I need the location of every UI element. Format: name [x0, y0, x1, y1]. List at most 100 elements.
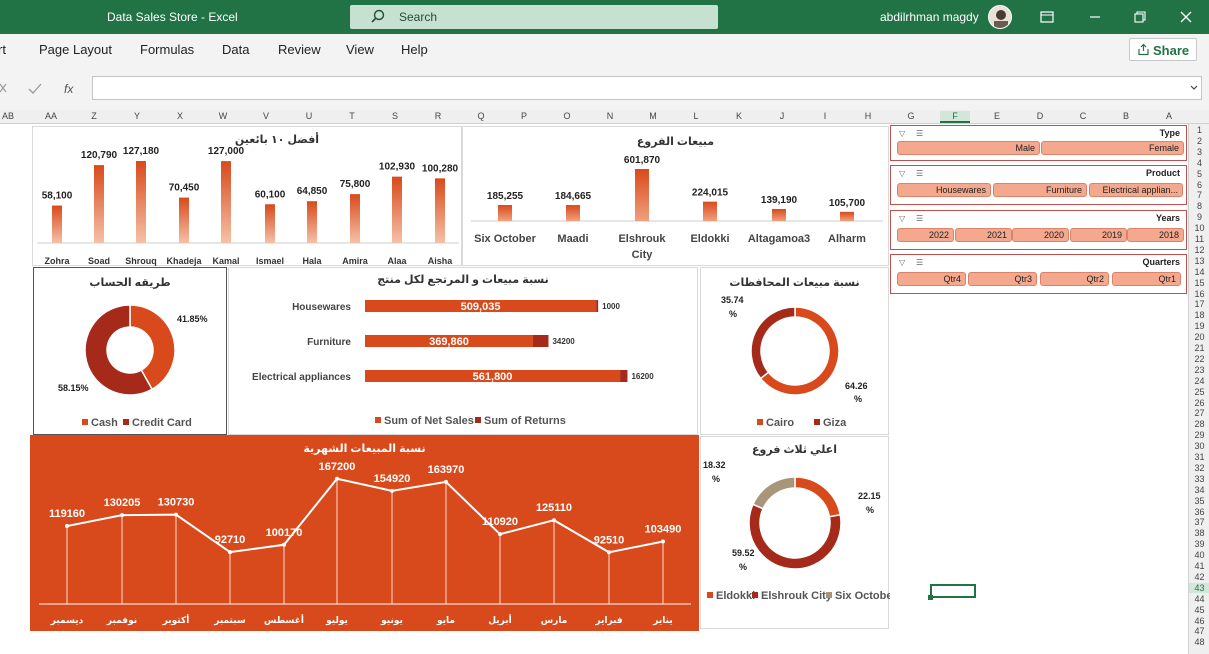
row-header-13[interactable]: 13 [1194, 255, 1205, 266]
row-header-12[interactable]: 12 [1194, 244, 1205, 255]
row-header-41[interactable]: 41 [1194, 561, 1205, 571]
clear-filter-icon[interactable]: ▽ [899, 258, 906, 267]
fill-handle[interactable] [928, 595, 933, 600]
row-header-14[interactable]: 14 [1194, 266, 1205, 277]
restore-icon[interactable] [1129, 6, 1151, 28]
row-header-19[interactable]: 19 [1194, 321, 1205, 332]
row-header-3[interactable]: 3 [1196, 146, 1202, 157]
multi-select-icon[interactable]: ☰ [916, 258, 924, 267]
tab-help[interactable]: Help [401, 42, 428, 57]
column-header-L[interactable]: L [693, 111, 699, 121]
ribbon-display-icon[interactable] [1036, 6, 1058, 28]
row-header-40[interactable]: 40 [1194, 550, 1205, 561]
column-header-R[interactable]: R [434, 111, 442, 121]
column-header-C[interactable]: C [1079, 111, 1087, 121]
row-header-24[interactable]: 24 [1194, 375, 1205, 386]
row-header-45[interactable]: 45 [1194, 604, 1205, 615]
multi-select-icon[interactable]: ☰ [916, 169, 924, 178]
tab-data[interactable]: Data [222, 42, 250, 57]
row-header-17[interactable]: 17 [1194, 299, 1205, 310]
tab-view[interactable]: View [346, 42, 374, 57]
slicer-item[interactable]: Electrical applian... [1089, 183, 1183, 197]
row-header-43[interactable]: 43 [1189, 582, 1209, 593]
search-box[interactable]: Search [350, 5, 718, 29]
column-header-X[interactable]: X [176, 111, 183, 121]
column-header-G[interactable]: G [907, 111, 915, 121]
governorate-sales-chart[interactable]: نسبة مبيعات المحافظات 64.26% 35.74% Cairo G… [700, 267, 889, 435]
slicer-item[interactable]: Qtr1 [1112, 272, 1181, 286]
row-header-8[interactable]: 8 [1196, 201, 1202, 212]
column-header-U[interactable]: U [305, 111, 313, 121]
multi-select-icon[interactable]: ☰ [916, 214, 924, 223]
row-header-30[interactable]: 30 [1194, 441, 1205, 452]
column-header-W[interactable]: W [218, 111, 228, 121]
row-header-20[interactable]: 20 [1194, 332, 1205, 343]
clear-filter-icon[interactable]: ▽ [899, 129, 906, 138]
row-header-2[interactable]: 2 [1196, 135, 1202, 146]
row-header-16[interactable]: 16 [1194, 288, 1205, 299]
row-header-10[interactable]: 10 [1194, 223, 1205, 234]
column-header-K[interactable]: K [735, 111, 742, 121]
column-header-N[interactable]: N [606, 111, 614, 121]
row-header-38[interactable]: 38 [1194, 528, 1205, 539]
column-header-Z[interactable]: Z [91, 111, 97, 121]
formula-input[interactable] [92, 76, 1202, 100]
slicer-item[interactable]: Housewares [897, 183, 991, 197]
row-header-11[interactable]: 11 [1194, 234, 1205, 244]
user-name[interactable]: abdilrhman magdy [880, 10, 979, 24]
column-header-O[interactable]: O [563, 111, 571, 121]
monthly-sales-chart[interactable]: نسبة المبيعات الشهرية 119160 ديسمبر 130205… [30, 435, 699, 631]
column-header-A[interactable]: A [1165, 111, 1172, 121]
row-header-4[interactable]: 4 [1196, 157, 1202, 168]
row-header-35[interactable]: 35 [1194, 495, 1205, 506]
row-header-33[interactable]: 33 [1194, 473, 1205, 484]
tab-insert[interactable]: rt [0, 42, 6, 57]
slicer-item[interactable]: Qtr3 [968, 272, 1037, 286]
multi-select-icon[interactable]: ☰ [916, 129, 924, 138]
row-header-6[interactable]: 6 [1196, 179, 1202, 190]
avatar[interactable] [988, 5, 1012, 29]
row-header-22[interactable]: 22 [1194, 353, 1205, 364]
tab-page-layout[interactable]: Page Layout [39, 42, 113, 57]
selected-cell[interactable] [930, 584, 976, 598]
column-header-T[interactable]: T [349, 111, 355, 121]
column-header-AA[interactable]: AA [44, 111, 57, 121]
column-header-Y[interactable]: Y [133, 111, 140, 121]
slicer-item[interactable]: 2018 [1127, 228, 1184, 242]
slicer-item[interactable]: 2019 [1070, 228, 1127, 242]
column-header-B[interactable]: B [1122, 111, 1129, 121]
row-header-29[interactable]: 29 [1194, 430, 1205, 441]
row-header-15[interactable]: 15 [1194, 277, 1205, 288]
slicer-item[interactable]: 2021 [955, 228, 1012, 242]
row-header-25[interactable]: 25 [1194, 386, 1205, 397]
row-header-28[interactable]: 28 [1194, 419, 1205, 430]
slicer-item[interactable]: Qtr2 [1040, 272, 1109, 286]
column-header-AB[interactable]: AB [1, 111, 14, 121]
share-button[interactable]: Share [1129, 38, 1197, 61]
column-header-P[interactable]: P [520, 111, 527, 121]
row-header-32[interactable]: 32 [1194, 462, 1205, 473]
column-header-S[interactable]: S [391, 111, 398, 121]
column-header-D[interactable]: D [1036, 111, 1044, 121]
top-sellers-chart[interactable]: أفضل ١٠ بائعين 58,100 Zohra 120,790 Soad 127… [32, 126, 462, 266]
row-header-48[interactable]: 48 [1194, 637, 1205, 648]
row-header-26[interactable]: 26 [1194, 397, 1205, 408]
branch-sales-chart[interactable]: مبيعات الفروع 185,255 Six October 184,665 M… [462, 126, 889, 266]
row-header-1[interactable]: 1 [1196, 125, 1202, 135]
tab-formulas[interactable]: Formulas [140, 42, 195, 57]
column-header-E[interactable]: E [993, 111, 1000, 121]
expand-formula-icon[interactable] [1189, 83, 1199, 93]
slicer-item[interactable]: Male [897, 141, 1040, 155]
slicer-item[interactable]: Female [1041, 141, 1184, 155]
close-icon[interactable] [1175, 6, 1197, 28]
row-header-7[interactable]: 7 [1196, 190, 1202, 201]
column-header-F[interactable]: F [940, 111, 970, 123]
payment-method-chart[interactable]: طريقه الحساب 41.85% 58.15% Cash Credit Card [33, 267, 227, 435]
clear-filter-icon[interactable]: ▽ [899, 214, 906, 223]
row-header-27[interactable]: 27 [1194, 408, 1205, 419]
row-header-34[interactable]: 34 [1194, 484, 1205, 495]
column-header-M[interactable]: M [649, 111, 657, 121]
minimize-icon[interactable] [1084, 6, 1106, 28]
column-header-V[interactable]: V [262, 111, 269, 121]
tab-review[interactable]: Review [278, 42, 321, 57]
